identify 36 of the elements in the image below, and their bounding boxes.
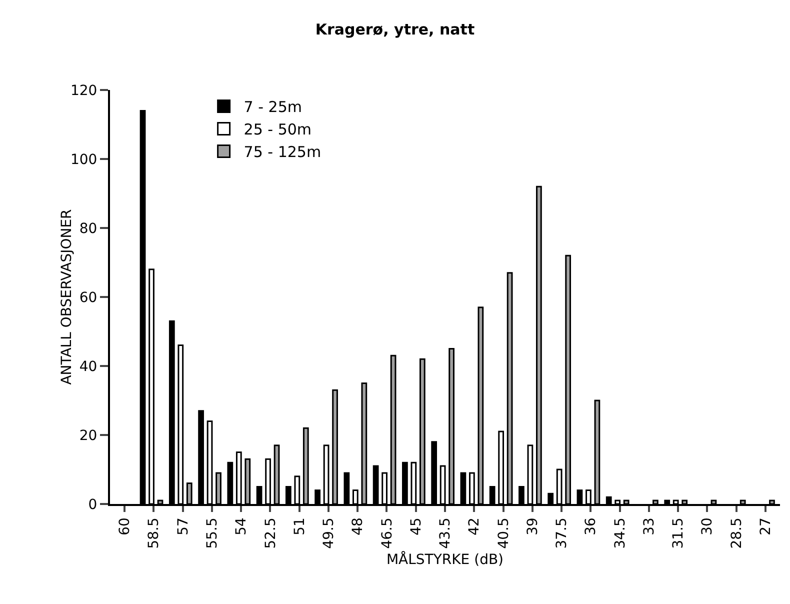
x-tick-label: 40.5 — [496, 518, 512, 549]
x-tick-label: 57 — [175, 518, 192, 536]
legend-label: 25 - 50m — [244, 120, 312, 139]
x-tick-label: 31.5 — [670, 518, 687, 549]
legend-label: 7 - 25m — [244, 98, 302, 116]
x-tick-label: 39 — [524, 518, 541, 536]
x-tick-label: 48 — [350, 518, 366, 536]
y-tick-label: 20 — [79, 428, 98, 444]
x-axis-title: MÅLSTYRKE (dB) — [386, 550, 504, 568]
y-tick-label: 40 — [79, 358, 98, 375]
y-tick-label: 100 — [70, 152, 98, 168]
x-tick-label: 45 — [408, 518, 424, 536]
x-tick-label: 30 — [700, 518, 716, 536]
x-tick-label: 51 — [292, 518, 308, 536]
x-tick-label: 27 — [758, 518, 774, 536]
x-tick-label: 36 — [583, 518, 600, 536]
x-tick-label: 60 — [117, 518, 134, 536]
x-tick-label: 37.5 — [554, 518, 570, 549]
x-tick-label: 46.5 — [379, 518, 396, 549]
x-tick-label: 49.5 — [321, 518, 338, 549]
y-axis-title: ANTALL OBSERVASJONER — [59, 208, 75, 385]
x-tick-label: 43.5 — [438, 518, 454, 549]
x-tick-label: 52.5 — [262, 518, 279, 549]
y-tick-label: 60 — [79, 290, 98, 306]
x-tick-label: 34.5 — [612, 518, 628, 549]
chart-title: Kragerø, ytre, natt — [315, 20, 475, 39]
y-tick-label: 0 — [88, 496, 98, 513]
x-tick-label: 54 — [234, 518, 250, 536]
legend-label: 75 - 125m — [244, 143, 322, 162]
x-tick-label: 55.5 — [204, 518, 221, 549]
x-tick-label: 58.5 — [146, 518, 162, 549]
x-tick-label: 33 — [641, 518, 658, 536]
y-tick-label: 120 — [70, 82, 98, 99]
y-tick-label: 80 — [79, 220, 98, 237]
x-tick-label: 42 — [466, 518, 483, 536]
x-tick-label: 28.5 — [728, 518, 745, 549]
